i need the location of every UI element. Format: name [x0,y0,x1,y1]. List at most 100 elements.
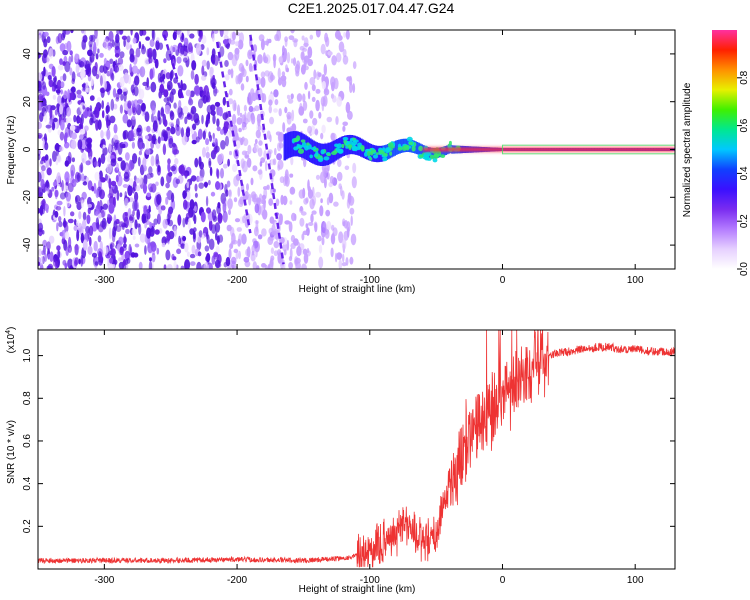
spectrogram-noise-blob [63,217,66,228]
spectrogram-noise-blob [223,261,228,268]
spectrogram-noise-blob [168,137,174,149]
spectrogram-noise-blob [243,104,247,112]
snr-x-tick-label: -300 [94,575,114,586]
spectrogram-noise-blob [218,234,224,243]
spectrogram-signal-blob [296,143,300,148]
snr-y-multiplier-prefix: (x10 [6,333,17,353]
spectrogram-noise-blob [307,90,311,100]
spectrogram-noise-blob [191,60,197,71]
spectrogram-noise-blob [49,120,53,125]
spectrogram-noise-blob [152,134,157,142]
spectrogram-noise-blob [141,43,145,50]
spectrogram-noise-blob [320,198,323,204]
spectrogram-noise-blob [59,131,65,141]
spectrogram-noise-blob [235,140,241,149]
spectrogram-noise-blob [335,116,339,125]
spectrogram-noise-blob [176,248,182,255]
spectrogram-signal-band [291,131,295,157]
spectrogram-noise-blob [326,116,333,123]
spectrogram-signal-band [393,141,396,156]
spectrogram-noise-blob [250,177,254,186]
spectrogram-noise-blob [108,186,114,198]
spectrogram-signal-band [286,132,290,159]
spectrogram-noise-blob [345,30,350,40]
spectrogram-noise-blob [160,205,166,211]
spectrogram-noise-blob [38,186,41,199]
spectrogram-noise-blob [283,249,287,256]
spectrogram-noise-blob [316,71,320,80]
spectrogram-noise-blob [304,81,308,90]
spectrogram-noise-blob [64,231,70,240]
spectrogram-noise-blob [128,243,132,256]
spectrogram-noise-blob [290,156,294,166]
spectrogram-noise-blob [139,164,145,176]
spectrogram-noise-blob [108,178,112,190]
spectrogram-noise-blob [211,209,217,221]
spectrogram-noise-blob [239,112,243,118]
spectrogram-noise-blob [135,177,140,184]
spectrogram-noise-blob [167,219,174,227]
spectrogram-noise-blob [274,99,279,106]
spectrogram-noise-blob [284,220,291,225]
spectrogram-noise-blob [59,104,64,115]
spectrogram-noise-blob [290,30,295,34]
spectrogram-noise-blob [63,90,68,100]
spectrogram-noise-blob [71,139,77,150]
spectrogram-noise-blob [268,198,274,206]
spectrogram-x-tick-label: -100 [360,275,380,286]
spectrogram-noise-blob [86,68,90,75]
spectrogram-noise-blob [112,226,117,238]
spectrogram-noise-blob [180,45,185,55]
spectrogram-noise-blob [88,225,94,237]
spectrogram-noise-blob [299,217,305,227]
spectrogram-noise-blob [342,121,349,127]
spectrogram-noise-blob [156,194,162,205]
spectrogram-noise-blob [78,123,83,129]
spectrogram-noise-blob [120,160,126,171]
spectrogram-noise-blob [183,199,188,210]
spectrogram-noise-blob [45,124,52,129]
spectrogram-noise-blob [145,139,150,151]
spectrogram-noise-blob [148,166,153,175]
spectrogram-noise-blob [81,39,86,50]
spectrogram-noise-blob [203,85,209,97]
spectrogram-noise-blob [269,216,275,224]
spectrogram-noise-blob [237,186,241,197]
spectrogram-noise-blob [129,48,135,57]
spectrogram-noise-blob [106,128,111,140]
spectrogram-noise-blob [229,69,234,74]
spectrogram-noise-blob [247,144,252,155]
snr-x-ticks: -300 -200 -100 0 100 [94,330,644,586]
spectrogram-noise-blob [118,171,121,177]
spectrogram-noise-blob [318,256,324,269]
spectrogram-noise-blob [344,165,350,171]
spectrogram-noise-blob [85,176,90,183]
spectrogram-noise-blob [189,33,195,39]
spectrogram-noise-blob [78,116,82,124]
spectrogram-noise-blob [49,251,54,262]
spectrogram-noise-blob [59,76,63,81]
spectrogram-noise-blob [135,47,141,58]
spectrogram-noise-blob [126,119,132,128]
spectrogram-noise-blob [166,80,173,91]
spectrogram-noise-blob [198,37,202,43]
spectrogram-noise-blob [51,121,56,131]
spectrogram-noise-blob [62,49,69,56]
spectrogram-noise-blob [56,222,59,232]
spectrogram-noise-blob [314,222,318,233]
spectrogram-noise-blob [101,100,104,110]
spectrogram-noise-blob [65,117,69,125]
spectrogram-noise-blob [235,132,239,138]
spectrogram-noise-blob [145,36,151,41]
spectrogram-noise-blob [46,36,51,44]
spectrogram-noise-blob [195,43,202,56]
spectrogram-noise-blob [76,220,80,226]
spectrogram-noise-blob [142,213,148,223]
spectrogram-noise-blob [217,154,223,165]
spectrogram-noise-blob [127,184,133,197]
spectrogram-noise-blob [254,226,259,237]
spectrogram-noise-blob [40,160,44,165]
spectrogram-noise-blob [241,122,245,131]
spectrogram-noise-blob [333,201,339,207]
spectrogram-noise-blob [166,192,171,197]
